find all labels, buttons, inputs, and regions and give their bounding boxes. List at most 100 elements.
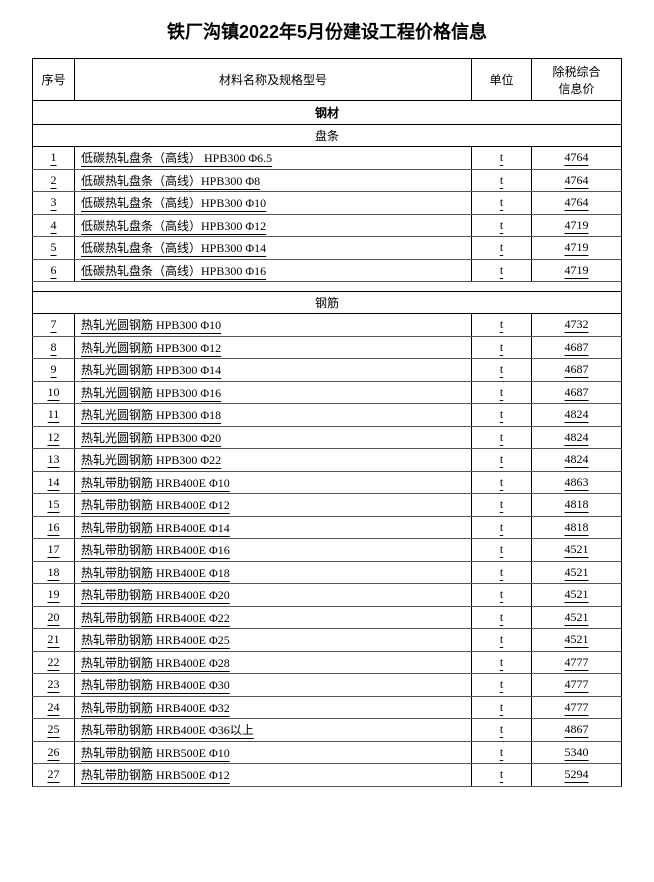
cell-price: 4764	[532, 169, 622, 192]
table-row: 15热轧带肋钢筋 HRB400E Φ12t4818	[33, 494, 622, 517]
cell-unit: t	[472, 471, 532, 494]
table-row: 20热轧带肋钢筋 HRB400E Φ22t4521	[33, 606, 622, 629]
cell-seq: 7	[33, 314, 75, 337]
cell-name: 热轧带肋钢筋 HRB500E Φ10	[75, 741, 472, 764]
cell-seq: 22	[33, 651, 75, 674]
cell-price: 4687	[532, 336, 622, 359]
cell-price: 4777	[532, 651, 622, 674]
cell-name: 热轧光圆钢筋 HPB300 Φ22	[75, 449, 472, 472]
cell-unit: t	[472, 674, 532, 697]
cell-price: 4521	[532, 561, 622, 584]
cell-seq: 11	[33, 404, 75, 427]
table-row: 7热轧光圆钢筋 HPB300 Φ10t4732	[33, 314, 622, 337]
cell-seq: 23	[33, 674, 75, 697]
table-row: 1低碳热轧盘条（高线） HPB300 Φ6.5t4764	[33, 147, 622, 170]
cell-unit: t	[472, 696, 532, 719]
table-row: 14热轧带肋钢筋 HRB400E Φ10t4863	[33, 471, 622, 494]
cell-name: 低碳热轧盘条（高线）HPB300 Φ10	[75, 192, 472, 215]
cell-price: 4764	[532, 147, 622, 170]
table-row: 19热轧带肋钢筋 HRB400E Φ20t4521	[33, 584, 622, 607]
cell-seq: 2	[33, 169, 75, 192]
table-row: 18热轧带肋钢筋 HRB400E Φ18t4521	[33, 561, 622, 584]
cell-unit: t	[472, 214, 532, 237]
section-label: 钢材	[33, 101, 622, 125]
table-row: 25热轧带肋钢筋 HRB400E Φ36以上t4867	[33, 719, 622, 742]
cell-name: 低碳热轧盘条（高线）HPB300 Φ8	[75, 169, 472, 192]
cell-price: 4764	[532, 192, 622, 215]
cell-name: 热轧带肋钢筋 HRB400E Φ30	[75, 674, 472, 697]
cell-unit: t	[472, 629, 532, 652]
cell-seq: 3	[33, 192, 75, 215]
cell-unit: t	[472, 449, 532, 472]
spacer-row	[33, 282, 622, 292]
cell-price: 4824	[532, 449, 622, 472]
cell-price: 4719	[532, 259, 622, 282]
price-table: 序号 材料名称及规格型号 单位 除税综合 信息价 钢材盘条1低碳热轧盘条（高线）…	[32, 58, 622, 787]
cell-seq: 26	[33, 741, 75, 764]
cell-name: 热轧带肋钢筋 HRB400E Φ20	[75, 584, 472, 607]
cell-price: 4521	[532, 606, 622, 629]
table-row: 3低碳热轧盘条（高线）HPB300 Φ10t4764	[33, 192, 622, 215]
cell-price: 4863	[532, 471, 622, 494]
table-row: 4低碳热轧盘条（高线）HPB300 Φ12t4719	[33, 214, 622, 237]
cell-price: 4687	[532, 381, 622, 404]
cell-name: 低碳热轧盘条（高线）HPB300 Φ12	[75, 214, 472, 237]
cell-name: 热轧光圆钢筋 HPB300 Φ14	[75, 359, 472, 382]
cell-name: 热轧光圆钢筋 HPB300 Φ10	[75, 314, 472, 337]
col-header-seq: 序号	[33, 59, 75, 101]
cell-seq: 9	[33, 359, 75, 382]
cell-seq: 13	[33, 449, 75, 472]
cell-seq: 16	[33, 516, 75, 539]
page: 铁厂沟镇2022年5月份建设工程价格信息 序号 材料名称及规格型号 单位 除税综…	[0, 0, 654, 797]
cell-seq: 12	[33, 426, 75, 449]
cell-name: 低碳热轧盘条（高线）HPB300 Φ14	[75, 237, 472, 260]
cell-name: 热轧光圆钢筋 HPB300 Φ20	[75, 426, 472, 449]
cell-seq: 10	[33, 381, 75, 404]
cell-unit: t	[472, 336, 532, 359]
cell-unit: t	[472, 259, 532, 282]
table-row: 13热轧光圆钢筋 HPB300 Φ22t4824	[33, 449, 622, 472]
cell-seq: 5	[33, 237, 75, 260]
cell-unit: t	[472, 237, 532, 260]
cell-unit: t	[472, 169, 532, 192]
table-row: 8热轧光圆钢筋 HPB300 Φ12t4687	[33, 336, 622, 359]
cell-unit: t	[472, 404, 532, 427]
table-row: 21热轧带肋钢筋 HRB400E Φ25t4521	[33, 629, 622, 652]
col-header-name: 材料名称及规格型号	[75, 59, 472, 101]
cell-unit: t	[472, 719, 532, 742]
cell-name: 热轧带肋钢筋 HRB400E Φ22	[75, 606, 472, 629]
cell-seq: 24	[33, 696, 75, 719]
cell-price: 5294	[532, 764, 622, 787]
cell-name: 热轧带肋钢筋 HRB400E Φ25	[75, 629, 472, 652]
table-row: 16热轧带肋钢筋 HRB400E Φ14t4818	[33, 516, 622, 539]
cell-unit: t	[472, 494, 532, 517]
cell-seq: 19	[33, 584, 75, 607]
table-row: 23热轧带肋钢筋 HRB400E Φ30t4777	[33, 674, 622, 697]
cell-name: 热轧带肋钢筋 HRB400E Φ18	[75, 561, 472, 584]
table-row: 9热轧光圆钢筋 HPB300 Φ14t4687	[33, 359, 622, 382]
cell-unit: t	[472, 584, 532, 607]
group-row: 钢筋	[33, 292, 622, 314]
table-row: 11热轧光圆钢筋 HPB300 Φ18t4824	[33, 404, 622, 427]
cell-price: 4521	[532, 539, 622, 562]
category-row: 钢材	[33, 101, 622, 125]
cell-seq: 15	[33, 494, 75, 517]
col-header-price: 除税综合 信息价	[532, 59, 622, 101]
table-row: 2低碳热轧盘条（高线）HPB300 Φ8t4764	[33, 169, 622, 192]
table-row: 24热轧带肋钢筋 HRB400E Φ32t4777	[33, 696, 622, 719]
cell-unit: t	[472, 539, 532, 562]
cell-unit: t	[472, 651, 532, 674]
group-row: 盘条	[33, 125, 622, 147]
cell-unit: t	[472, 381, 532, 404]
cell-price: 4521	[532, 584, 622, 607]
cell-price: 4777	[532, 674, 622, 697]
table-row: 5低碳热轧盘条（高线）HPB300 Φ14t4719	[33, 237, 622, 260]
table-row: 17热轧带肋钢筋 HRB400E Φ16t4521	[33, 539, 622, 562]
cell-name: 热轧带肋钢筋 HRB400E Φ14	[75, 516, 472, 539]
cell-name: 热轧带肋钢筋 HRB400E Φ36以上	[75, 719, 472, 742]
cell-name: 低碳热轧盘条（高线） HPB300 Φ6.5	[75, 147, 472, 170]
col-header-unit: 单位	[472, 59, 532, 101]
cell-unit: t	[472, 764, 532, 787]
table-row: 27热轧带肋钢筋 HRB500E Φ12t5294	[33, 764, 622, 787]
table-header-row: 序号 材料名称及规格型号 单位 除税综合 信息价	[33, 59, 622, 101]
